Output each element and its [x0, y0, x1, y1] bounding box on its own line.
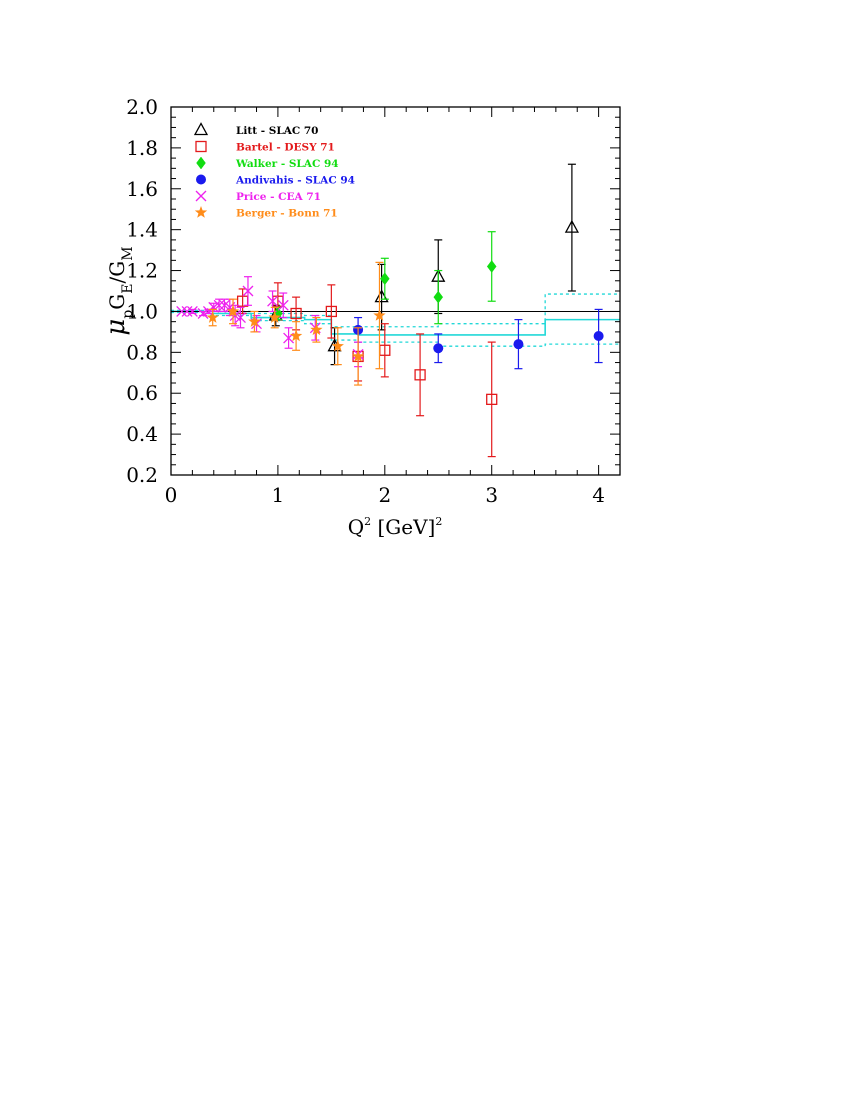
y-axis-label: μpGE/GM — [101, 246, 136, 335]
y-label-mu: μ — [101, 319, 131, 336]
y-tick-label: 1.0 — [126, 299, 158, 323]
data-point — [433, 343, 444, 354]
y-tick-label: 1.6 — [126, 177, 158, 201]
legend-label: Berger - Bonn 71 — [236, 208, 338, 220]
legend-marker — [196, 156, 206, 170]
x-tick-label: 1 — [272, 483, 285, 507]
legend-label: Bartel - DESY 71 — [236, 142, 335, 154]
cross-stroke — [202, 305, 214, 317]
x-tick-label: 2 — [378, 483, 391, 507]
data-point — [242, 285, 254, 297]
tick-labels: 0 1 2 3 4 0.2 0.4 0.6 0.8 1.0 1.2 1.4 1.6 1.8 2.0 — [126, 95, 605, 507]
data-point — [373, 309, 386, 321]
data-point — [248, 315, 261, 327]
data-point — [176, 305, 188, 317]
x-label-sup: 2 — [364, 515, 371, 528]
data-point — [235, 312, 246, 324]
x-tick-label: 0 — [165, 483, 178, 507]
data-point — [325, 305, 338, 318]
y-label-ge: G — [105, 294, 129, 310]
data-point — [181, 305, 193, 317]
series-walker-slac-94 — [273, 231, 497, 325]
y-tick-label: 1.2 — [126, 259, 158, 283]
y-tick-label: 0.6 — [126, 381, 158, 405]
axis-ticks — [170, 106, 621, 476]
fit-lower-bound — [171, 311, 620, 347]
series-andivahis-slac-94 — [353, 308, 604, 370]
cross-stroke — [267, 295, 279, 307]
legend-marker — [195, 140, 207, 153]
cross-stroke — [235, 312, 246, 324]
legend-marker — [195, 190, 207, 202]
fit-upper-bound — [171, 293, 620, 328]
data-point — [213, 299, 225, 311]
data-point — [433, 290, 444, 304]
legend-item: Bartel - DESY 71 — [195, 140, 335, 154]
y-label-gm: G — [105, 261, 129, 277]
data-points — [176, 163, 604, 458]
cross-stroke — [277, 299, 289, 311]
y-label-p: p — [120, 310, 136, 319]
legend: Litt - SLAC 70 Bartel - DESY 71 Walker - S… — [193, 122, 355, 220]
legend-label: Price - CEA 71 — [236, 191, 321, 203]
y-tick-label: 1.8 — [126, 136, 158, 160]
cross-stroke — [195, 190, 207, 202]
legend-marker — [193, 122, 209, 136]
legend-label: Walker - SLAC 94 — [235, 158, 339, 170]
legend-label: Litt - SLAC 70 — [236, 125, 318, 137]
x-tick-label: 4 — [592, 483, 605, 507]
data-point — [564, 219, 579, 233]
legend-item: Berger - Bonn 71 — [194, 206, 338, 220]
series-bartel-desy-71 — [236, 282, 498, 458]
series-berger-bonn-71 — [206, 261, 386, 386]
legend-item: Walker - SLAC 94 — [196, 156, 339, 170]
x-label-rest: [GeV] — [371, 515, 435, 539]
data-point — [513, 339, 524, 350]
data-point — [379, 272, 390, 286]
data-point — [593, 330, 604, 341]
legend-item: Litt - SLAC 70 — [193, 122, 318, 137]
data-point — [351, 349, 365, 362]
legend-marker — [196, 174, 206, 185]
y-tick-label: 1.4 — [126, 218, 158, 242]
data-point — [226, 304, 240, 317]
data-point — [267, 295, 279, 307]
data-point — [414, 369, 426, 381]
cross-stroke — [213, 299, 225, 311]
data-point — [268, 311, 281, 323]
cross-stroke — [242, 285, 254, 297]
y-tick-label: 0.4 — [126, 422, 158, 446]
x-label-sup2: 2 — [435, 515, 442, 528]
y-tick-label: 0.2 — [126, 463, 158, 487]
legend-marker — [194, 206, 208, 218]
cross-stroke — [181, 305, 193, 317]
data-point — [310, 323, 323, 336]
y-tick-label: 0.8 — [126, 340, 158, 364]
cross-stroke — [186, 305, 198, 317]
x-label-q: Q — [348, 515, 364, 539]
data-point — [486, 393, 498, 406]
y-tick-label: 2.0 — [126, 95, 158, 119]
cross-stroke — [176, 305, 188, 317]
data-point — [277, 299, 289, 311]
cross-stroke — [218, 299, 230, 311]
y-label-m: M — [120, 246, 136, 260]
data-point — [290, 307, 302, 320]
data-point — [206, 311, 219, 323]
legend-label: Andivahis - SLAC 94 — [235, 175, 355, 187]
x-tick-label: 3 — [485, 483, 498, 507]
x-axis-label: Q2 [GeV]2 — [348, 515, 443, 539]
y-label-slash: / — [105, 276, 129, 283]
legend-item: Price - CEA 71 — [195, 190, 321, 203]
data-point — [289, 329, 303, 342]
fit-central-line — [171, 310, 620, 336]
y-label-e: E — [120, 283, 136, 293]
data-point — [186, 305, 198, 317]
data-point — [486, 260, 497, 273]
legend-item: Andivahis - SLAC 94 — [196, 174, 355, 187]
data-point — [331, 339, 344, 352]
